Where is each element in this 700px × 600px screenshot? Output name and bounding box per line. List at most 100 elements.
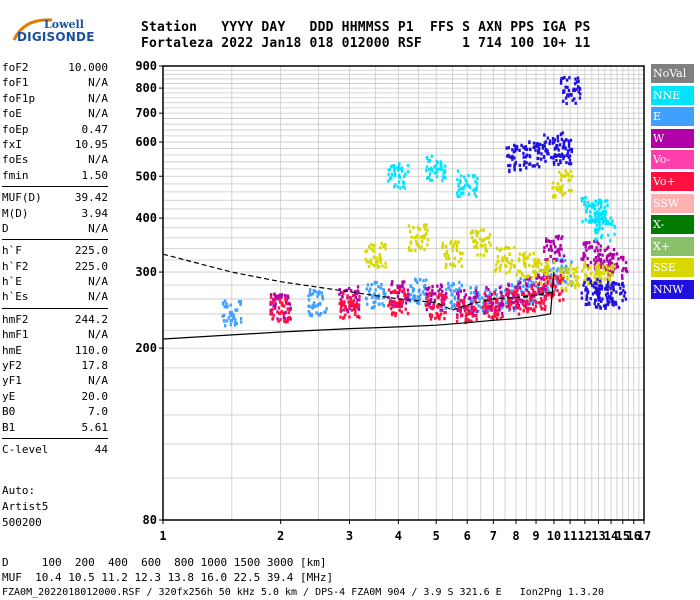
data-point [612, 285, 615, 289]
param-label: MUF(D) [2, 191, 42, 205]
data-point [338, 302, 341, 306]
data-point [318, 290, 321, 294]
data-point [316, 291, 319, 295]
data-point [438, 317, 441, 321]
data-point [463, 175, 466, 179]
x-tick-label: 14 [604, 529, 618, 543]
data-point [537, 287, 540, 291]
data-point [543, 144, 546, 148]
data-point [610, 261, 613, 265]
data-point [484, 306, 488, 310]
param-label: foF1p [2, 91, 36, 105]
data-point [387, 304, 390, 308]
data-point [592, 219, 595, 223]
param-row: foF1 N/A [2, 75, 108, 90]
data-point [372, 249, 375, 254]
data-point [610, 297, 613, 301]
data-point [369, 247, 372, 251]
data-point [534, 290, 537, 295]
data-point [382, 287, 385, 292]
data-point [600, 281, 603, 285]
data-point [608, 253, 611, 257]
data-point [466, 317, 469, 321]
data-point [544, 268, 547, 273]
params-separator [2, 239, 108, 241]
data-point [569, 147, 572, 151]
data-point [605, 264, 608, 268]
data-point [560, 286, 563, 290]
data-point [287, 307, 290, 311]
data-point [561, 192, 564, 196]
param-label: fxI [2, 137, 22, 151]
data-point [594, 298, 598, 302]
data-point [516, 285, 520, 289]
data-point [564, 264, 568, 268]
data-point [428, 167, 431, 172]
data-point [470, 308, 473, 312]
data-point [425, 308, 429, 312]
data-point [287, 301, 290, 306]
data-point [475, 194, 478, 199]
data-point [308, 304, 311, 308]
data-point [525, 153, 529, 157]
data-point [419, 246, 422, 251]
data-point [514, 160, 518, 164]
data-point [436, 315, 439, 319]
data-point [496, 297, 499, 301]
data-point [430, 293, 433, 298]
data-point [621, 298, 624, 303]
data-point [469, 291, 473, 295]
data-point [573, 285, 577, 290]
data-point [615, 265, 618, 269]
data-point [511, 296, 515, 300]
data-point [593, 258, 596, 262]
data-point [569, 178, 572, 182]
data-point [466, 312, 469, 316]
data-point [557, 293, 561, 297]
data-point [489, 295, 492, 299]
data-point [409, 293, 412, 297]
data-point [515, 303, 518, 307]
data-point [540, 262, 543, 266]
data-point [427, 286, 431, 290]
data-point [553, 146, 557, 150]
data-point [269, 312, 272, 316]
data-point [583, 280, 586, 285]
data-point [597, 261, 601, 265]
data-point [610, 283, 613, 287]
data-point [234, 321, 237, 325]
data-point [277, 297, 280, 301]
header-labels: Station YYYY DAY DDD HHMMSS P1 FFS S AXN… [141, 20, 591, 35]
data-point [451, 248, 454, 252]
data-point [598, 274, 601, 278]
data-point [508, 168, 511, 172]
param-value: 225.0 [74, 259, 108, 273]
data-point [521, 302, 525, 306]
data-point [397, 165, 401, 169]
x-tick-label: 11 [563, 529, 577, 543]
data-point [595, 223, 598, 227]
data-point [381, 264, 384, 268]
param-row: foEp 0.47 [2, 122, 108, 137]
data-point [401, 185, 405, 189]
data-point [520, 143, 523, 147]
param-row: h`E N/A [2, 274, 108, 289]
data-point [552, 162, 556, 166]
data-point [400, 304, 403, 308]
data-point [574, 101, 577, 105]
data-point [428, 291, 432, 295]
data-point [529, 147, 532, 152]
data-point [233, 323, 237, 327]
data-point [529, 307, 533, 311]
data-point [429, 317, 433, 321]
data-point [606, 288, 609, 292]
data-point [449, 262, 452, 267]
data-point [487, 301, 490, 305]
data-point [441, 179, 444, 183]
data-point [487, 288, 490, 292]
data-point [505, 292, 508, 297]
data-point [413, 294, 417, 298]
data-point [470, 319, 473, 323]
data-point [560, 259, 564, 263]
data-point [546, 293, 549, 297]
